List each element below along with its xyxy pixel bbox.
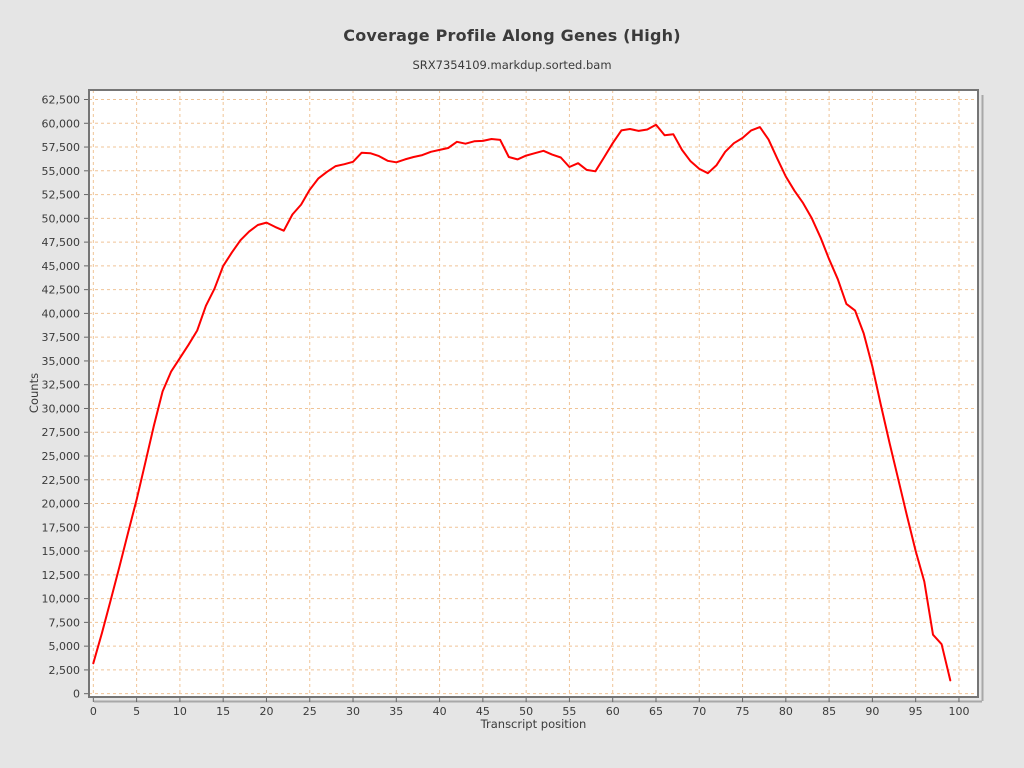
x-tick-label: 80: [779, 705, 793, 718]
y-tick-label: 60,000: [42, 117, 81, 130]
x-tick-label: 30: [346, 705, 360, 718]
y-tick-label: 22,500: [42, 474, 81, 487]
y-tick-label: 50,000: [42, 212, 81, 225]
y-tick-label: 20,000: [42, 498, 81, 511]
x-tick-label: 10: [173, 705, 187, 718]
x-tick-label: 15: [216, 705, 230, 718]
y-tick-label: 32,500: [42, 379, 81, 392]
x-tick-label: 20: [259, 705, 273, 718]
y-tick-label: 10,000: [42, 593, 81, 606]
y-tick-label: 15,000: [42, 545, 81, 558]
x-tick-label: 95: [909, 705, 923, 718]
y-axis-label: Counts: [27, 372, 41, 414]
x-tick-label: 35: [389, 705, 403, 718]
y-tick-label: 35,000: [42, 355, 81, 368]
y-tick-label: 42,500: [42, 284, 81, 297]
plot-background: [89, 90, 978, 697]
y-tick-label: 7,500: [49, 616, 81, 629]
x-tick-label: 0: [90, 705, 97, 718]
x-tick-label: 45: [476, 705, 490, 718]
y-tick-label: 55,000: [42, 165, 81, 178]
x-tick-label: 40: [433, 705, 447, 718]
y-tick-label: 25,000: [42, 450, 81, 463]
x-axis-label: Transcript position: [480, 717, 587, 731]
chart-title: Coverage Profile Along Genes (High): [343, 26, 681, 45]
y-tick-label: 27,500: [42, 426, 81, 439]
y-tick-label: 47,500: [42, 236, 81, 249]
x-tick-label: 100: [948, 705, 969, 718]
x-tick-label: 75: [736, 705, 750, 718]
x-tick-label: 5: [133, 705, 140, 718]
coverage-line-series: [92, 123, 952, 682]
chart-subtitle: SRX7354109.markdup.sorted.bam: [412, 58, 612, 72]
y-tick-label: 0: [73, 688, 80, 701]
y-tick-label: 52,500: [42, 189, 81, 202]
x-tick-label: 60: [606, 705, 620, 718]
x-tick-label: 50: [519, 705, 533, 718]
x-tick-label: 70: [692, 705, 706, 718]
x-tick-label: 65: [649, 705, 663, 718]
x-tick-label: 25: [303, 705, 317, 718]
y-tick-label: 5,000: [49, 640, 81, 653]
y-tick-label: 12,500: [42, 569, 81, 582]
y-tick-label: 45,000: [42, 260, 81, 273]
y-tick-label: 62,500: [42, 94, 81, 107]
y-tick-label: 57,500: [42, 141, 81, 154]
y-tick-label: 2,500: [49, 664, 81, 677]
x-tick-label: 85: [822, 705, 836, 718]
y-tick-label: 40,000: [42, 307, 81, 320]
x-tick-label: 55: [562, 705, 576, 718]
plot-border: [88, 89, 979, 698]
y-tick-label: 30,000: [42, 402, 81, 415]
y-tick-label: 17,500: [42, 521, 81, 534]
x-tick-label: 90: [865, 705, 879, 718]
y-tick-label: 37,500: [42, 331, 81, 344]
